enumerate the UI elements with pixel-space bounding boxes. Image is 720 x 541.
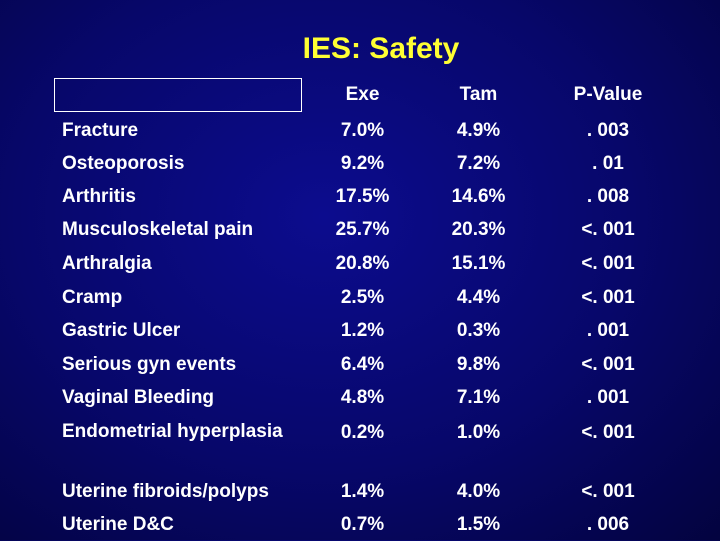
table-row: Serious gyn events 6.4% 9.8% <. 001 bbox=[54, 348, 674, 381]
row-tam: 4.9% bbox=[456, 120, 501, 141]
table-row: Uterine D&C 0.7% 1.5% . 006 bbox=[54, 508, 674, 541]
row-p-value: . 006 bbox=[586, 514, 630, 535]
table-header-row: Exe Tam P-Value bbox=[54, 78, 674, 112]
row-exe: 7.0% bbox=[340, 120, 385, 141]
row-tam: 1.5% bbox=[456, 514, 501, 535]
row-p-value: . 001 bbox=[586, 320, 630, 341]
row-p-value: <. 001 bbox=[581, 219, 635, 240]
row-p-value: <. 001 bbox=[581, 481, 635, 502]
header-label-cell bbox=[54, 78, 302, 112]
table-row: Musculoskeletal pain 25.7% 20.3% <. 001 bbox=[54, 213, 674, 246]
table-row: Osteoporosis 9.2% 7.2% . 01 bbox=[54, 147, 674, 180]
row-exe: 1.4% bbox=[340, 481, 385, 502]
row-p-value: <. 001 bbox=[581, 354, 635, 375]
row-tam: 7.1% bbox=[456, 387, 501, 408]
header-tam: Tam bbox=[459, 84, 498, 105]
row-p-value: <. 001 bbox=[581, 287, 635, 308]
row-tam: 20.3% bbox=[451, 219, 506, 240]
row-exe: 2.5% bbox=[340, 287, 385, 308]
row-exe: 20.8% bbox=[335, 253, 390, 274]
table-row: Vaginal Bleeding 4.8% 7.1% . 001 bbox=[54, 381, 674, 414]
row-tam: 9.8% bbox=[456, 354, 501, 375]
row-p-value: . 001 bbox=[586, 387, 630, 408]
row-exe: 17.5% bbox=[335, 186, 390, 207]
row-exe: 1.2% bbox=[340, 320, 385, 341]
row-tam: 15.1% bbox=[451, 253, 506, 274]
row-tam: 1.0% bbox=[456, 422, 501, 443]
row-tam: 14.6% bbox=[451, 186, 506, 207]
row-exe: 0.7% bbox=[340, 514, 385, 535]
table-row: Gastric Ulcer 1.2% 0.3% . 001 bbox=[54, 314, 674, 347]
safety-table: Exe Tam P-Value Fracture 7.0% 4.9% . 003… bbox=[54, 78, 674, 540]
row-p-value: <. 001 bbox=[581, 253, 635, 274]
row-label: Cramp bbox=[62, 287, 123, 308]
row-label: Osteoporosis bbox=[62, 153, 185, 174]
row-label: Arthritis bbox=[62, 186, 136, 207]
row-label: Arthralgia bbox=[62, 253, 152, 274]
row-p-value: . 003 bbox=[586, 120, 630, 141]
row-tam: 4.0% bbox=[456, 481, 501, 502]
row-tam: 4.4% bbox=[456, 287, 501, 308]
table-row: Uterine fibroids/polyps 1.4% 4.0% <. 001 bbox=[54, 475, 674, 508]
row-exe: 9.2% bbox=[340, 153, 385, 174]
table-row: Arthritis 17.5% 14.6% . 008 bbox=[54, 180, 674, 213]
table-row: Arthralgia 20.8% 15.1% <. 001 bbox=[54, 247, 674, 280]
row-label: Serious gyn events bbox=[62, 354, 237, 375]
row-p-value: . 008 bbox=[586, 186, 630, 207]
row-label: Vaginal Bleeding bbox=[62, 387, 215, 408]
row-tam: 0.3% bbox=[456, 320, 501, 341]
row-exe: 6.4% bbox=[340, 354, 385, 375]
table-row: Cramp 2.5% 4.4% <. 001 bbox=[54, 281, 674, 314]
row-label: Uterine fibroids/polyps bbox=[62, 481, 269, 502]
row-p-value: <. 001 bbox=[581, 422, 635, 443]
table-row: Fracture 7.0% 4.9% . 003 bbox=[54, 114, 674, 147]
row-label: Fracture bbox=[62, 120, 139, 141]
row-exe: 25.7% bbox=[335, 219, 390, 240]
slide-title: IES: Safety bbox=[302, 32, 460, 65]
header-exe: Exe bbox=[345, 84, 380, 105]
row-label: Gastric Ulcer bbox=[62, 320, 181, 341]
header-p-value: P-Value bbox=[573, 84, 643, 105]
row-tam: 7.2% bbox=[456, 153, 501, 174]
row-label: Musculoskeletal pain bbox=[62, 219, 254, 240]
row-label: Uterine D&C bbox=[62, 514, 174, 535]
row-exe: 0.2% bbox=[340, 422, 385, 443]
row-p-value: . 01 bbox=[592, 153, 624, 174]
row-exe: 4.8% bbox=[340, 387, 385, 408]
table-row: Endometrial hyperplasia 0.2% 1.0% <. 001 bbox=[54, 416, 674, 470]
row-label: Endometrial hyperplasia bbox=[62, 421, 283, 442]
